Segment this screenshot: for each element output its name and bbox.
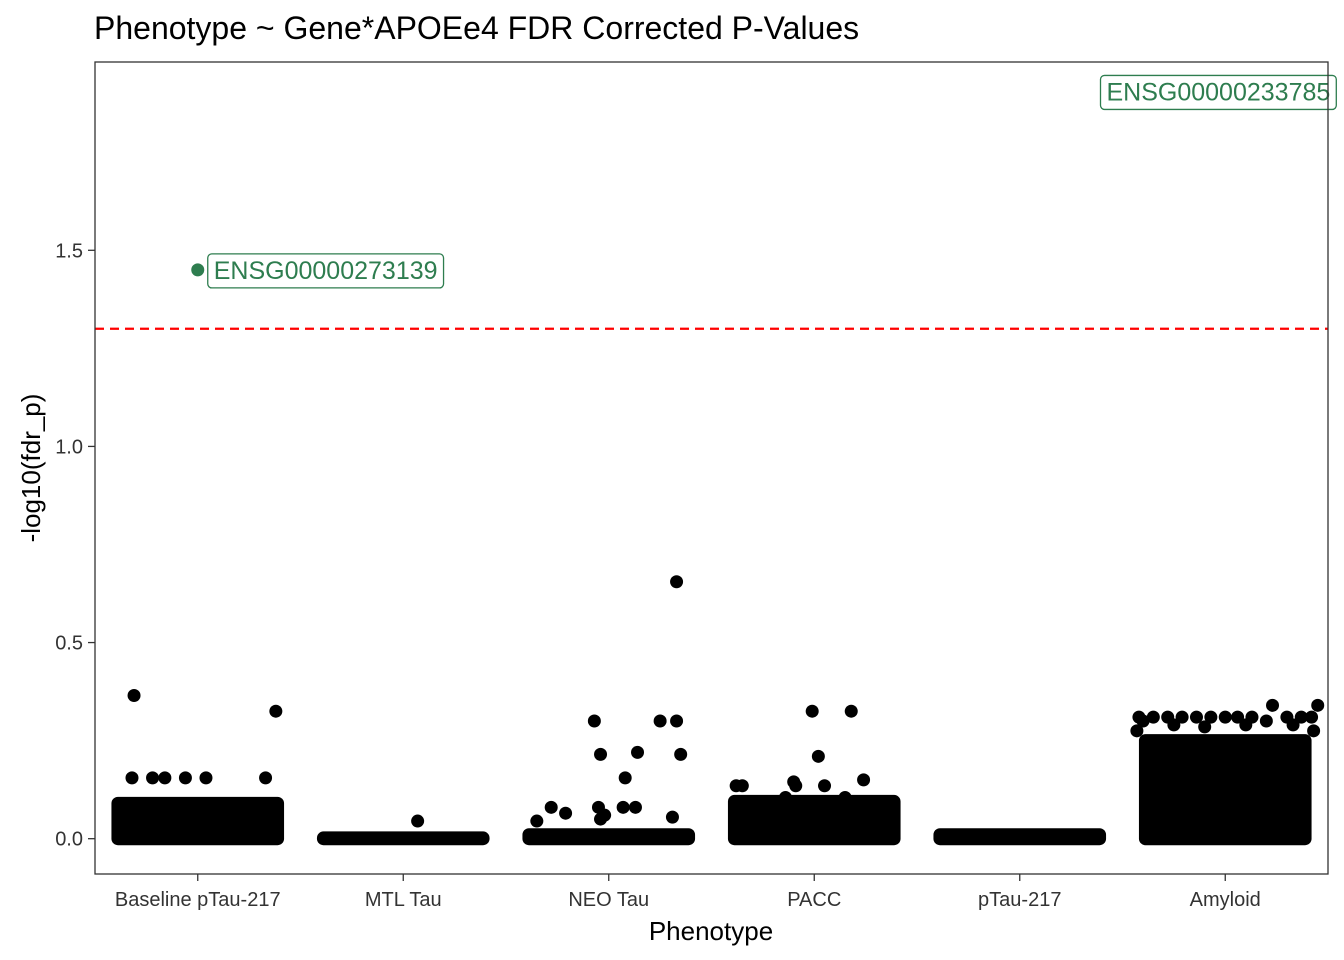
data-point — [1146, 710, 1160, 724]
data-point — [594, 747, 608, 761]
gene-label-text: ENSG00000273139 — [214, 257, 438, 285]
data-point — [259, 771, 273, 785]
gene-label-box — [1099, 74, 1337, 111]
data-point — [1239, 718, 1253, 732]
data-point — [598, 808, 612, 822]
data-point — [559, 806, 573, 820]
data-point — [616, 800, 630, 814]
point-band — [1138, 734, 1312, 846]
plot-panel-border — [94, 61, 1329, 875]
data-point — [665, 810, 679, 824]
data-point — [1231, 710, 1245, 724]
data-point — [1136, 714, 1150, 728]
data-point — [269, 704, 283, 718]
gene-label: ENSG00000233785 — [1099, 74, 1337, 111]
data-point — [544, 800, 558, 814]
y-tick-label: 0.5 — [55, 633, 83, 655]
data-point — [838, 791, 852, 805]
data-point — [127, 689, 141, 703]
point-band — [933, 828, 1107, 846]
data-point — [674, 747, 688, 761]
data-point — [618, 771, 632, 785]
data-point — [530, 814, 544, 828]
data-point — [1204, 710, 1218, 724]
data-point — [146, 771, 160, 785]
chart-title: Phenotype ~ Gene*APOEe4 FDR Corrected P-… — [94, 10, 859, 46]
data-point — [158, 771, 172, 785]
x-tick-label: NEO Tau — [568, 889, 649, 911]
data-point — [411, 814, 425, 828]
x-tick-label: pTau-217 — [978, 889, 1061, 911]
data-point — [125, 771, 139, 785]
x-tick-label: PACC — [787, 889, 841, 911]
data-point — [1189, 710, 1203, 724]
data-point — [1167, 718, 1181, 732]
point-band — [727, 794, 901, 846]
data-point — [670, 575, 684, 589]
data-point — [1175, 710, 1189, 724]
x-tick-label: Amyloid — [1190, 889, 1261, 911]
data-point — [1259, 714, 1273, 728]
data-point — [1198, 720, 1212, 734]
gene-label-text: ENSG00000233785 — [1107, 78, 1331, 106]
data-point — [1286, 718, 1300, 732]
data-point — [199, 771, 213, 785]
data-point — [1311, 698, 1325, 712]
y-axis-title: -log10(fdr_p) — [16, 394, 46, 543]
x-tick-label: MTL Tau — [365, 889, 442, 911]
y-tick-label: 1.5 — [55, 240, 83, 262]
point-band — [316, 831, 490, 846]
point-band — [522, 828, 696, 846]
data-point — [1130, 724, 1144, 738]
data-point — [670, 714, 684, 728]
y-tick-label: 1.0 — [55, 436, 83, 458]
data-point — [1305, 710, 1319, 724]
data-point — [653, 714, 667, 728]
gene-label: ENSG00000273139 — [207, 253, 445, 289]
y-tick-label: 0.0 — [55, 829, 83, 851]
data-point — [805, 704, 819, 718]
data-point — [587, 714, 601, 728]
data-point — [178, 771, 192, 785]
data-point — [628, 800, 642, 814]
data-point — [818, 779, 832, 793]
data-point — [844, 704, 858, 718]
data-point — [1307, 724, 1321, 738]
data-point — [735, 779, 749, 793]
highlight-point — [191, 263, 205, 277]
data-point — [1266, 698, 1280, 712]
data-point — [789, 779, 803, 793]
data-point — [1294, 710, 1308, 724]
gene-label-box — [207, 253, 445, 289]
data-point — [811, 749, 825, 763]
point-band — [111, 796, 285, 846]
data-point — [1218, 710, 1232, 724]
x-axis-title: Phenotype — [649, 916, 773, 946]
data-point — [631, 745, 645, 759]
data-point — [778, 791, 792, 805]
x-tick-label: Baseline pTau-217 — [115, 889, 281, 911]
data-point — [857, 773, 871, 787]
